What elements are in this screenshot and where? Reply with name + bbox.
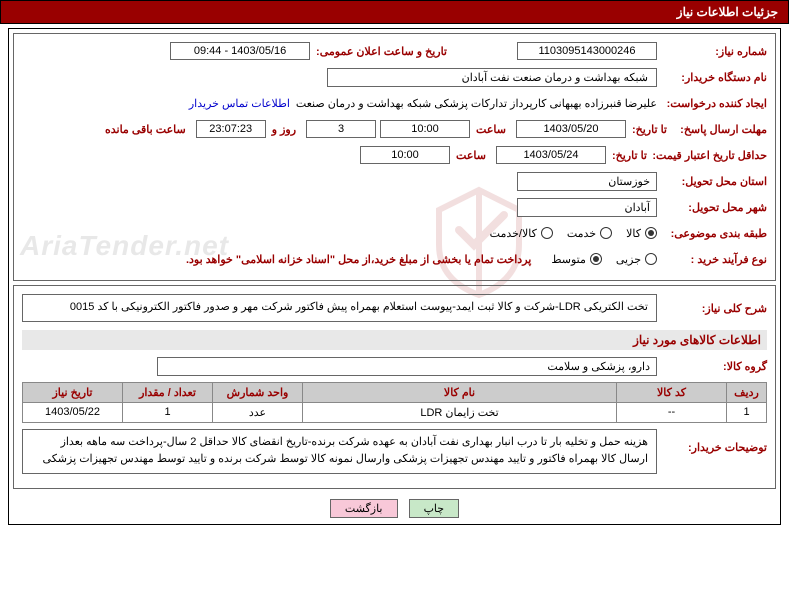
items-table: ردیف کد کالا نام کالا واحد شمارش تعداد /… — [22, 382, 767, 423]
deadline-countdown: 23:07:23 — [196, 120, 266, 138]
province-label: استان محل تحویل: — [657, 175, 767, 188]
page-header: جزئیات اطلاعات نیاز — [0, 0, 789, 24]
deadline-label: مهلت ارسال پاسخ: — [667, 123, 767, 136]
validity-label: حداقل تاریخ اعتبار قیمت: — [647, 149, 767, 162]
th-row: ردیف — [727, 382, 767, 402]
buyer-value: شبکه بهداشت و درمان صنعت نفت آبادان — [327, 68, 657, 87]
td-qty: 1 — [123, 402, 213, 422]
classification-radios: کالا خدمت کالا/خدمت — [478, 227, 657, 240]
print-button[interactable]: چاپ — [409, 499, 460, 518]
buyer-label: نام دستگاه خریدار: — [657, 71, 767, 84]
radio-minor[interactable]: جزیی — [616, 253, 657, 266]
items-section-title: اطلاعات کالاهای مورد نیاز — [22, 330, 767, 350]
radio-dot-icon — [648, 230, 654, 236]
group-label: گروه کالا: — [657, 360, 767, 373]
payment-note: پرداخت تمام یا بخشی از مبلغ خرید،از محل … — [186, 253, 531, 266]
city-label: شهر محل تحویل: — [657, 201, 767, 214]
validity-ta-label: تا تاریخ: — [612, 149, 647, 162]
td-unit: عدد — [213, 402, 303, 422]
process-label: نوع فرآیند خرید : — [657, 253, 767, 266]
buyer-notes-label: توضیحات خریدار: — [657, 441, 767, 454]
summary-box: شرح کلی نیاز: تخت الکتریکی LDR-شرکت و کا… — [13, 285, 776, 489]
items-table-container: ردیف کد کالا نام کالا واحد شمارش تعداد /… — [22, 382, 767, 423]
deadline-time-label: ساعت — [476, 123, 506, 136]
td-row: 1 — [727, 402, 767, 422]
remain-label: ساعت باقی مانده — [105, 123, 186, 136]
button-row: چاپ بازگشت — [13, 493, 776, 520]
group-value: دارو، پزشکی و سلامت — [157, 357, 657, 376]
th-code: کد کالا — [617, 382, 727, 402]
city-value: آبادان — [517, 198, 657, 217]
province-value: خوزستان — [517, 172, 657, 191]
th-name: نام کالا — [303, 382, 617, 402]
buyer-notes-text: هزینه حمل و تخلیه بار تا درب انبار بهدار… — [22, 429, 657, 474]
deadline-time: 10:00 — [380, 120, 470, 138]
td-code: -- — [617, 402, 727, 422]
deadline-ta-label: تا تاریخ: — [632, 123, 667, 136]
details-box: شماره نیاز: 1103095143000246 تاریخ و ساع… — [13, 33, 776, 281]
th-unit: واحد شمارش — [213, 382, 303, 402]
announce-value: 1403/05/16 - 09:44 — [170, 42, 310, 60]
radio-dot-icon — [593, 256, 599, 262]
contact-buyer-link[interactable]: اطلاعات تماس خریدار — [189, 97, 290, 110]
requester-label: ایجاد کننده درخواست: — [657, 97, 767, 110]
td-name: تخت زایمان LDR — [303, 402, 617, 422]
radio-goods-service[interactable]: کالا/خدمت — [490, 227, 553, 240]
th-date: تاریخ نیاز — [23, 382, 123, 402]
back-button[interactable]: بازگشت — [330, 499, 398, 518]
need-number-value: 1103095143000246 — [517, 42, 657, 60]
radio-medium[interactable]: متوسط — [551, 253, 602, 266]
radio-service[interactable]: خدمت — [567, 227, 612, 240]
need-number-label: شماره نیاز: — [657, 45, 767, 58]
classification-label: طبقه بندی موضوعی: — [657, 227, 767, 240]
validity-time-label: ساعت — [456, 149, 486, 162]
table-row: 1 -- تخت زایمان LDR عدد 1 1403/05/22 — [23, 402, 767, 422]
validity-time: 10:00 — [360, 146, 450, 164]
validity-date: 1403/05/24 — [496, 146, 606, 164]
deadline-days: 3 — [306, 120, 376, 138]
summary-text: تخت الکتریکی LDR-شرکت و کالا ثبت ایمد-پی… — [22, 294, 657, 322]
requester-value: علیرضا قنبرزاده بهبهانی کارپرداز تدارکات… — [296, 97, 657, 110]
deadline-date: 1403/05/20 — [516, 120, 626, 138]
table-header-row: ردیف کد کالا نام کالا واحد شمارش تعداد /… — [23, 382, 767, 402]
td-date: 1403/05/22 — [23, 402, 123, 422]
announce-label: تاریخ و ساعت اعلان عمومی: — [316, 45, 447, 58]
days-and-label: روز و — [272, 123, 296, 136]
summary-label: شرح کلی نیاز: — [657, 302, 767, 315]
th-qty: تعداد / مقدار — [123, 382, 213, 402]
main-container: شماره نیاز: 1103095143000246 تاریخ و ساع… — [8, 28, 781, 525]
process-radios: جزیی متوسط — [539, 253, 657, 266]
radio-goods[interactable]: کالا — [626, 227, 657, 240]
